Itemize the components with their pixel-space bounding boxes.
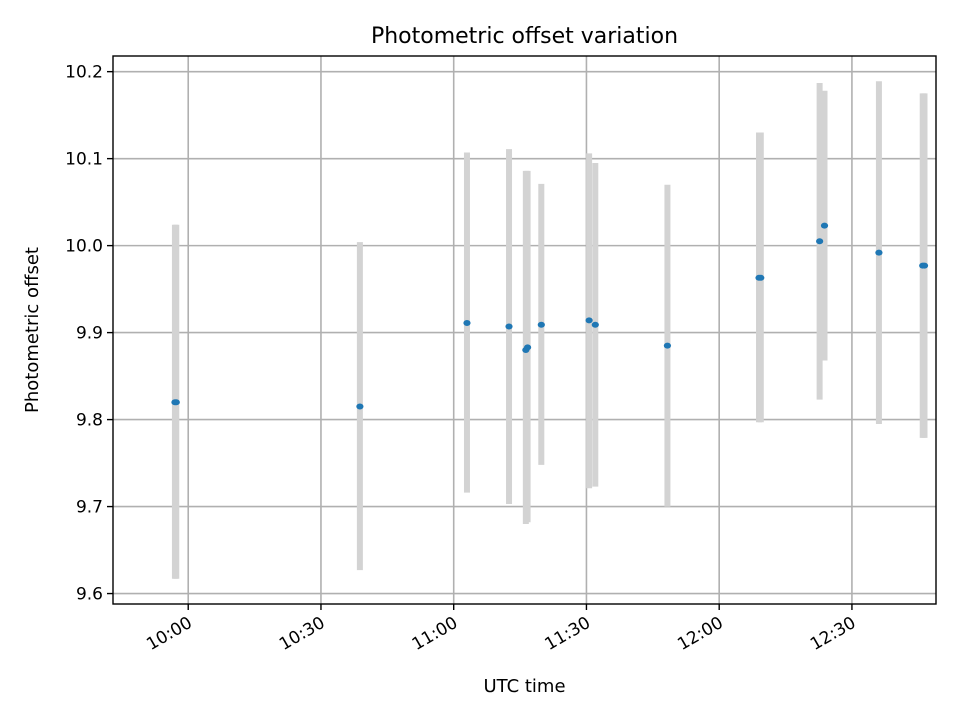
data-point — [505, 323, 513, 330]
chart-title: Photometric offset variation — [371, 24, 678, 49]
y-axis-ticks: 9.6 9.7 9.8 9.9 10.0 10.1 10.2 — [65, 63, 113, 605]
x-axis-label: UTC time — [483, 676, 565, 697]
data-point — [591, 321, 599, 328]
data-point — [663, 342, 672, 349]
y-tick-label: 9.7 — [76, 498, 103, 518]
data-point — [816, 238, 824, 245]
data-point — [463, 320, 471, 327]
y-tick-label: 9.8 — [76, 411, 103, 431]
data-point — [875, 249, 883, 256]
y-axis-label: Photometric offset — [22, 247, 43, 413]
y-tick-label: 10.1 — [65, 150, 103, 170]
y-tick-label: 10.0 — [65, 237, 103, 257]
plot-frame — [112, 55, 937, 605]
data-point — [920, 262, 929, 269]
y-tick-label: 10.2 — [65, 63, 103, 83]
data-point — [523, 344, 532, 351]
y-tick-label: 9.6 — [76, 585, 103, 605]
y-tick-label: 9.9 — [76, 324, 103, 344]
data-point — [757, 274, 765, 281]
data-point — [356, 403, 364, 410]
data-point — [585, 317, 593, 324]
data-points — [171, 222, 929, 410]
data-point — [537, 321, 545, 328]
data-point — [172, 399, 180, 406]
data-point — [820, 222, 829, 229]
